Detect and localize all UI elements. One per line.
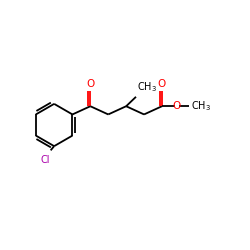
Text: CH$_3$: CH$_3$ bbox=[191, 99, 211, 113]
Text: O: O bbox=[86, 79, 94, 89]
Text: CH$_3$: CH$_3$ bbox=[137, 80, 157, 94]
Text: Cl: Cl bbox=[40, 155, 50, 165]
Text: O: O bbox=[172, 101, 180, 111]
Text: O: O bbox=[158, 79, 166, 89]
